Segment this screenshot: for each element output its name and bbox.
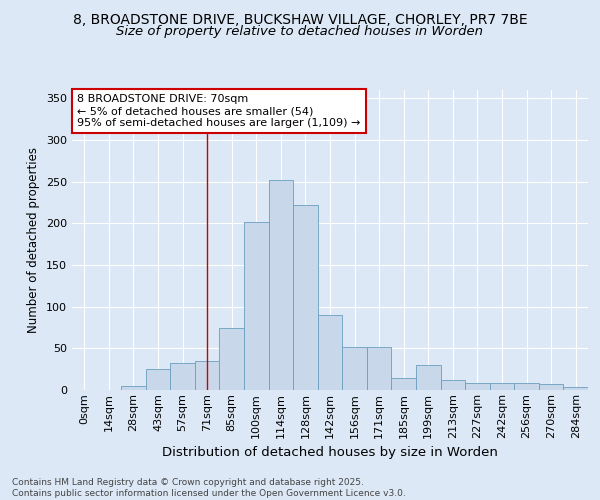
Y-axis label: Number of detached properties: Number of detached properties: [28, 147, 40, 333]
Bar: [416, 365, 440, 390]
Bar: [269, 180, 293, 390]
Bar: [440, 380, 465, 390]
Bar: [490, 382, 514, 390]
X-axis label: Distribution of detached houses by size in Worden: Distribution of detached houses by size …: [162, 446, 498, 459]
Bar: [539, 384, 563, 390]
Bar: [318, 315, 342, 390]
Text: Size of property relative to detached houses in Worden: Size of property relative to detached ho…: [116, 25, 484, 38]
Bar: [391, 378, 416, 390]
Bar: [293, 205, 318, 390]
Bar: [170, 362, 195, 390]
Bar: [220, 328, 244, 390]
Bar: [146, 369, 170, 390]
Bar: [465, 382, 490, 390]
Text: 8, BROADSTONE DRIVE, BUCKSHAW VILLAGE, CHORLEY, PR7 7BE: 8, BROADSTONE DRIVE, BUCKSHAW VILLAGE, C…: [73, 12, 527, 26]
Bar: [563, 386, 588, 390]
Bar: [121, 386, 146, 390]
Bar: [514, 382, 539, 390]
Bar: [244, 222, 269, 390]
Text: 8 BROADSTONE DRIVE: 70sqm
← 5% of detached houses are smaller (54)
95% of semi-d: 8 BROADSTONE DRIVE: 70sqm ← 5% of detach…: [77, 94, 361, 128]
Bar: [342, 346, 367, 390]
Bar: [195, 361, 220, 390]
Text: Contains HM Land Registry data © Crown copyright and database right 2025.
Contai: Contains HM Land Registry data © Crown c…: [12, 478, 406, 498]
Bar: [367, 346, 391, 390]
